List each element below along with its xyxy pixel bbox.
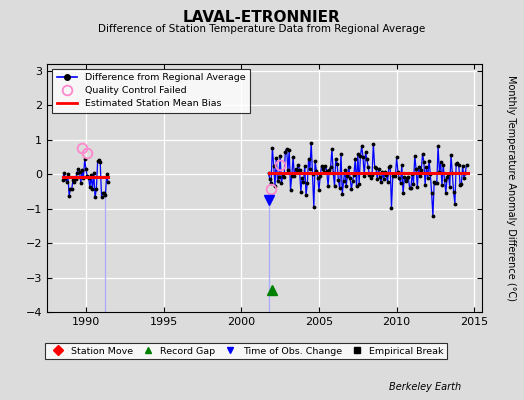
Text: Berkeley Earth: Berkeley Earth bbox=[389, 382, 461, 392]
Text: Monthly Temperature Anomaly Difference (°C): Monthly Temperature Anomaly Difference (… bbox=[506, 75, 516, 301]
Text: Difference of Station Temperature Data from Regional Average: Difference of Station Temperature Data f… bbox=[99, 24, 425, 34]
Legend: Difference from Regional Average, Quality Control Failed, Estimated Station Mean: Difference from Regional Average, Qualit… bbox=[52, 69, 250, 113]
Text: LAVAL-ETRONNIER: LAVAL-ETRONNIER bbox=[183, 10, 341, 26]
Legend: Station Move, Record Gap, Time of Obs. Change, Empirical Break: Station Move, Record Gap, Time of Obs. C… bbox=[45, 343, 447, 359]
